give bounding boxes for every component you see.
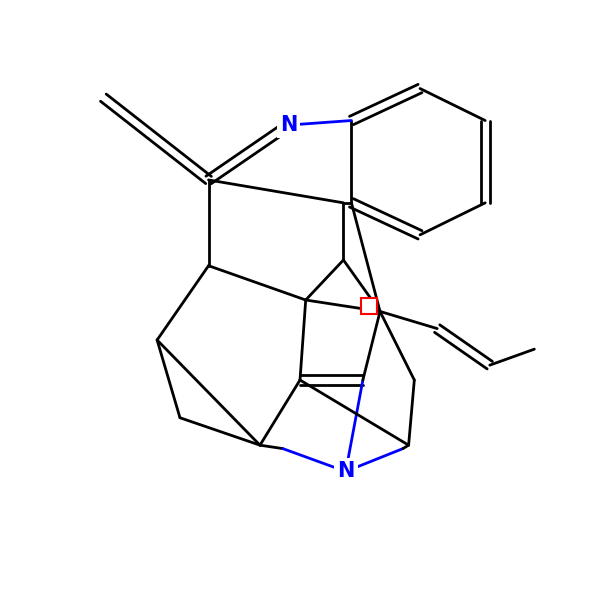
Bar [361, 298, 377, 314]
Text: N: N [337, 461, 355, 481]
Text: N: N [280, 115, 297, 135]
